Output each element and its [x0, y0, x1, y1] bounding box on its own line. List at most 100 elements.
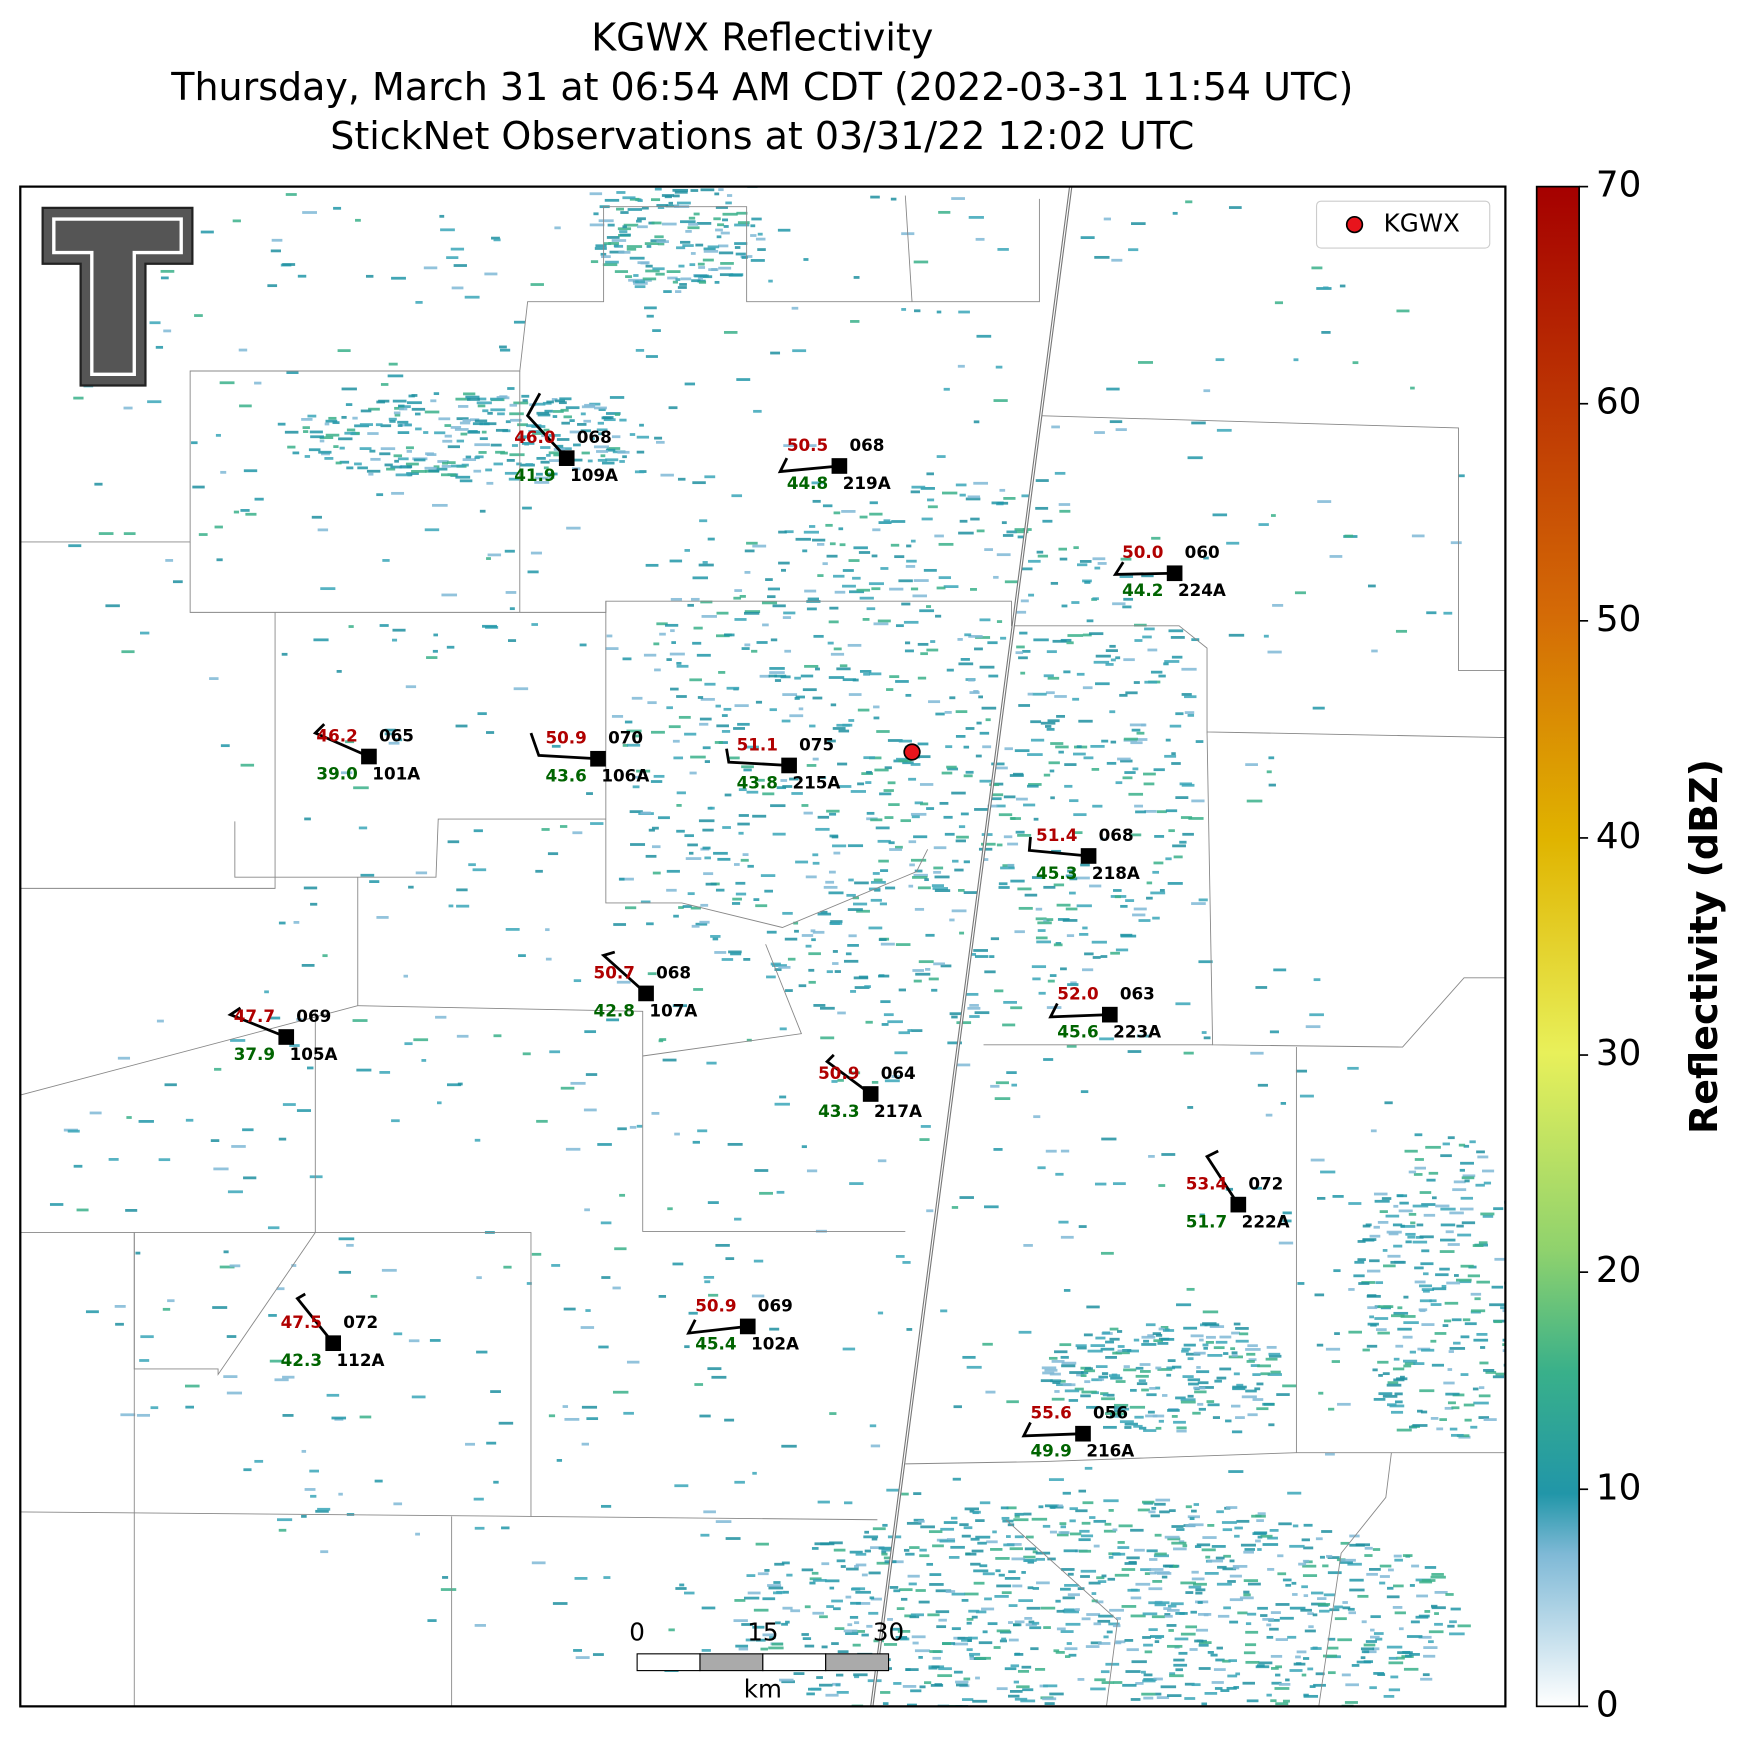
- echo: [690, 755, 706, 759]
- echo: [752, 814, 767, 818]
- pressure: 072: [343, 1312, 378, 1332]
- echo: [1090, 1641, 1102, 1645]
- station-id: 219A: [843, 473, 891, 493]
- echo: [1011, 1557, 1026, 1561]
- echo: [689, 678, 702, 682]
- echo: [1476, 1332, 1488, 1336]
- echo: [1041, 1366, 1057, 1370]
- echo: [652, 871, 661, 875]
- echo: [911, 485, 926, 489]
- echo: [1027, 692, 1034, 696]
- echo: [1216, 1510, 1224, 1514]
- echo: [194, 314, 203, 317]
- echo: [697, 262, 705, 266]
- echo: [1095, 654, 1111, 658]
- echo: [495, 428, 508, 432]
- station-marker: [1075, 1425, 1091, 1442]
- echo: [1502, 1343, 1506, 1347]
- echo: [1086, 619, 1094, 623]
- echo: [432, 649, 438, 653]
- echo: [1292, 1524, 1299, 1528]
- echo: [1480, 1212, 1495, 1216]
- echo: [560, 1086, 575, 1090]
- echo: [1373, 1397, 1386, 1401]
- echo: [537, 413, 551, 417]
- echo: [215, 433, 221, 437]
- echo: [98, 532, 114, 535]
- echo: [68, 544, 82, 548]
- echo: [990, 1084, 1000, 1088]
- echo: [1092, 557, 1106, 561]
- echo: [318, 450, 332, 454]
- echo: [914, 869, 923, 873]
- echo: [1180, 1398, 1196, 1402]
- echo: [854, 1675, 860, 1679]
- echo: [914, 309, 921, 313]
- echo: [1310, 1158, 1325, 1162]
- echo: [671, 641, 676, 644]
- echo: [589, 192, 603, 196]
- echo: [1430, 1303, 1442, 1306]
- echo: [1004, 1667, 1017, 1671]
- echo: [516, 462, 522, 466]
- colorbar-tick-label: 30: [1596, 1033, 1642, 1074]
- echo: [572, 458, 583, 462]
- echo: [322, 954, 328, 958]
- echo: [1403, 1364, 1412, 1368]
- echo: [1178, 1651, 1188, 1655]
- echo: [746, 1038, 752, 1042]
- echo: [1231, 1351, 1238, 1355]
- echo: [1154, 1636, 1162, 1640]
- echo: [1260, 1534, 1273, 1538]
- echo: [869, 1596, 875, 1600]
- echo: [889, 848, 903, 851]
- echo: [935, 712, 945, 716]
- echo: [970, 953, 977, 956]
- highway: [871, 186, 1072, 1707]
- echo: [995, 365, 1003, 369]
- echo: [819, 1006, 835, 1010]
- echo: [900, 819, 912, 823]
- echo: [593, 212, 599, 216]
- echo: [812, 930, 825, 934]
- echo: [274, 1378, 289, 1382]
- echo: [1021, 1571, 1026, 1574]
- echo: [684, 549, 690, 552]
- echo: [1258, 1661, 1273, 1665]
- echo: [1216, 1376, 1227, 1380]
- echo: [859, 515, 868, 519]
- echo: [1036, 1581, 1050, 1585]
- echo: [379, 1071, 391, 1074]
- echo: [1011, 1721, 1021, 1724]
- echo: [1156, 810, 1167, 814]
- echo: [1293, 1662, 1306, 1666]
- echo: [850, 790, 867, 793]
- echo: [1108, 1555, 1114, 1559]
- echo: [750, 224, 756, 228]
- echo: [1043, 674, 1054, 678]
- echo: [975, 1535, 991, 1539]
- echo: [289, 1044, 300, 1047]
- echo: [1405, 1232, 1416, 1236]
- echo: [1102, 1393, 1109, 1397]
- echo: [462, 419, 471, 422]
- echo: [825, 880, 835, 884]
- echo: [346, 428, 356, 432]
- echo: [559, 397, 572, 401]
- echo: [778, 965, 791, 969]
- echo: [1163, 662, 1169, 666]
- echo: [1097, 1619, 1111, 1623]
- echo: [836, 1690, 849, 1694]
- echo: [1082, 686, 1093, 690]
- pressure: 075: [799, 734, 834, 754]
- echo: [910, 1689, 922, 1693]
- echo: [769, 671, 785, 674]
- echo: [1084, 1466, 1093, 1470]
- echo: [1167, 1604, 1177, 1608]
- echo: [881, 1550, 887, 1554]
- echo: [910, 1613, 924, 1617]
- echo: [1080, 236, 1095, 240]
- echo: [1167, 165, 1180, 168]
- echo: [198, 533, 208, 536]
- echo: [743, 958, 751, 961]
